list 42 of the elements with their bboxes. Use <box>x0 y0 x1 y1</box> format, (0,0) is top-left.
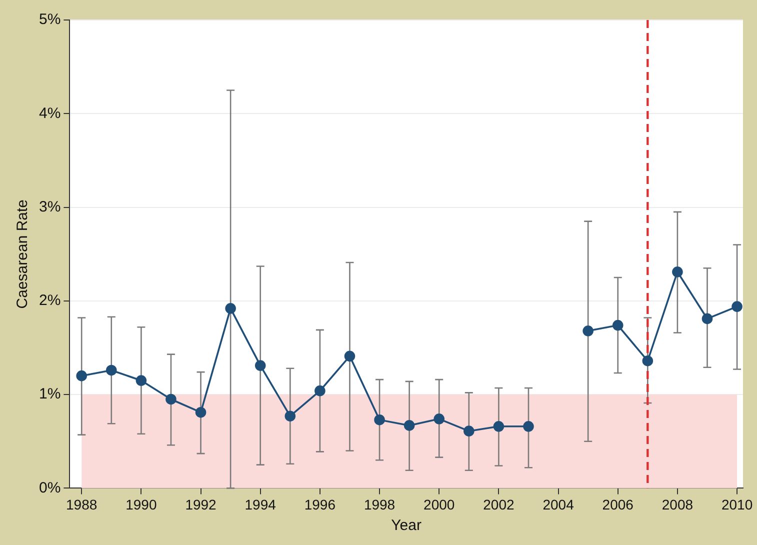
point <box>523 421 534 432</box>
point <box>702 313 713 324</box>
point <box>732 301 742 312</box>
point <box>612 320 624 331</box>
point <box>195 406 206 418</box>
point <box>374 414 385 426</box>
y-tick-label: 2% <box>38 292 61 310</box>
y-tick-label: 4% <box>38 104 61 122</box>
point <box>404 420 415 431</box>
x-tick-label: 2008 <box>662 496 694 512</box>
point <box>672 266 683 278</box>
x-tick-label: 2000 <box>424 496 455 512</box>
x-tick-label: 1996 <box>304 496 336 512</box>
point <box>344 350 356 362</box>
point <box>642 355 654 366</box>
point <box>464 426 474 436</box>
point <box>225 303 236 314</box>
point <box>434 414 445 424</box>
x-tick-label: 1992 <box>185 496 217 512</box>
x-axis-title: Year <box>391 517 422 534</box>
x-tick-label: 1994 <box>244 496 276 512</box>
point <box>493 421 504 432</box>
y-tick-label: 1% <box>38 386 61 403</box>
y-tick-label: 5% <box>38 11 61 28</box>
y-axis-title: Caesarean Rate <box>14 199 32 309</box>
x-tick-label: 2004 <box>542 496 574 512</box>
x-tick-label: 2002 <box>483 496 514 512</box>
y-tick-label: 3% <box>38 198 61 216</box>
x-tick-label: 1988 <box>66 496 98 512</box>
point <box>582 325 594 336</box>
point <box>106 364 117 376</box>
x-tick-label: 2006 <box>602 496 634 512</box>
point <box>314 385 326 396</box>
x-tick-label: 1998 <box>364 496 396 512</box>
point <box>284 410 296 422</box>
x-tick-label: 1990 <box>126 496 157 512</box>
point <box>136 375 147 386</box>
point <box>254 360 266 371</box>
x-tick-label: 2010 <box>721 496 753 512</box>
point <box>76 370 87 382</box>
point <box>166 394 176 405</box>
y-tick-label: 0% <box>38 479 61 496</box>
